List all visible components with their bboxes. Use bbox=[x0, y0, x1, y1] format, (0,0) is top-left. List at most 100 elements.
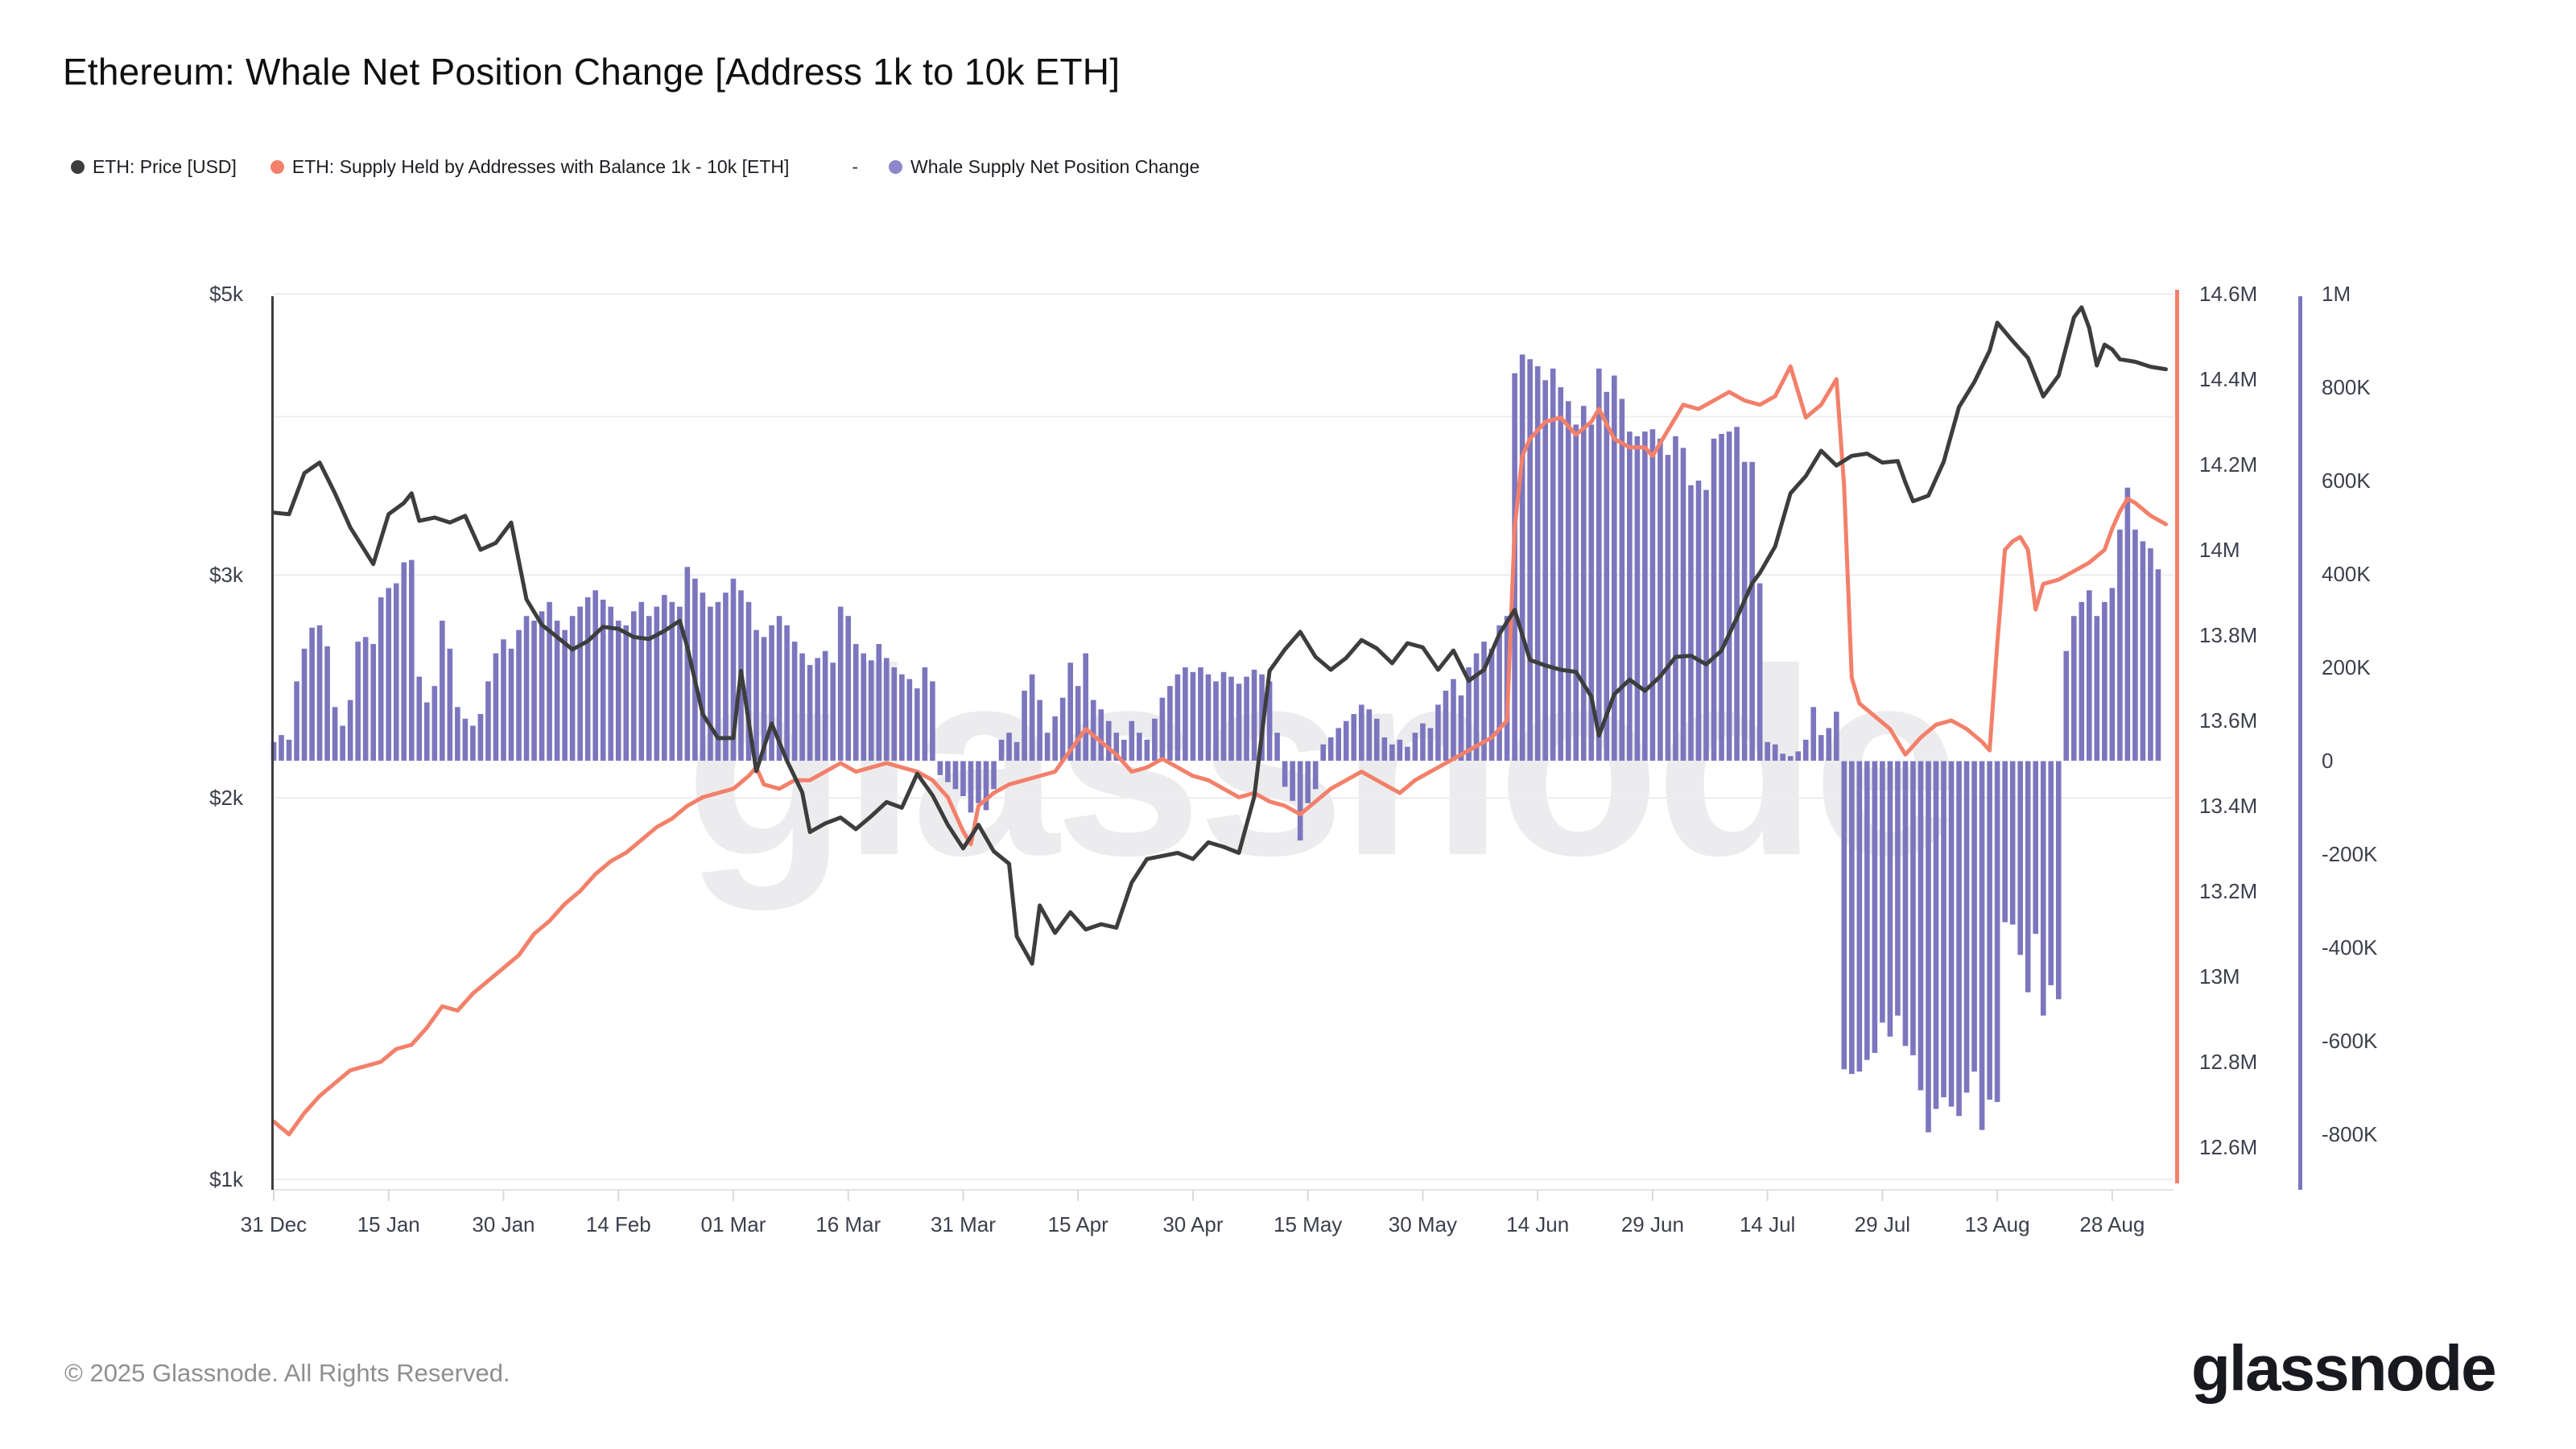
net-position-bar bbox=[669, 601, 675, 761]
net-position-bar bbox=[1420, 723, 1426, 761]
net-position-bar bbox=[1565, 401, 1571, 761]
net-position-bar bbox=[362, 637, 369, 761]
supply-axis-tick-label: 12.6M bbox=[2199, 1135, 2258, 1159]
net-position-bar bbox=[316, 625, 323, 761]
net-position-bar bbox=[1244, 676, 1249, 761]
page-title: Ethereum: Whale Net Position Change [Add… bbox=[63, 51, 1121, 93]
net-position-bar bbox=[516, 630, 522, 761]
x-axis-tick-label: 14 Feb bbox=[585, 1212, 651, 1236]
net-position-bar bbox=[1772, 744, 1778, 761]
net-position-bar bbox=[708, 606, 713, 761]
supply-axis-tick-label: 13.6M bbox=[2199, 708, 2258, 733]
legend-label-price: ETH: Price [USD] bbox=[93, 156, 237, 177]
net-position-bar bbox=[745, 601, 752, 761]
x-axis-tick-label: 30 Apr bbox=[1162, 1212, 1224, 1236]
net-position-bar bbox=[861, 653, 867, 761]
net-position-bar bbox=[662, 595, 667, 761]
net-position-bar bbox=[1198, 667, 1203, 761]
net-position-bar bbox=[1604, 391, 1610, 761]
net-position-bar bbox=[447, 648, 453, 761]
net-position-bar bbox=[378, 597, 384, 761]
net-position-bar bbox=[1290, 761, 1295, 801]
net-position-bar bbox=[324, 646, 330, 761]
net-position-bar bbox=[1802, 739, 1809, 761]
net-position-bar bbox=[1703, 489, 1709, 761]
net-position-bar bbox=[983, 761, 989, 811]
net-position-legend-dot-icon bbox=[889, 160, 903, 174]
price-axis-tick-label: $2k bbox=[209, 786, 243, 811]
net-position-bar bbox=[340, 725, 345, 761]
supply-legend-dot-icon bbox=[270, 160, 284, 174]
net-axis-tick-label: 200K bbox=[2322, 655, 2371, 679]
net-position-bar bbox=[769, 625, 774, 761]
net-position-bar bbox=[868, 660, 874, 761]
net-position-bar bbox=[1412, 733, 1418, 761]
legend-item-supply[interactable]: ETH: Supply Held by Addresses with Balan… bbox=[270, 156, 789, 178]
net-position-bar bbox=[2155, 569, 2161, 761]
net-position-bar bbox=[577, 606, 583, 761]
net-position-bar bbox=[1902, 761, 1909, 1046]
x-axis-tick-label: 01 Mar bbox=[700, 1212, 766, 1236]
legend-item-net-position[interactable]: Whale Supply Net Position Change bbox=[889, 156, 1199, 178]
supply-axis-tick-label: 14M bbox=[2199, 538, 2240, 562]
net-position-bar bbox=[608, 606, 614, 761]
net-position-bar bbox=[899, 674, 905, 761]
net-position-bar bbox=[891, 667, 898, 761]
net-position-bar bbox=[1251, 669, 1257, 761]
net-position-bar bbox=[1029, 674, 1035, 761]
x-axis-tick-label: 14 Jun bbox=[1506, 1212, 1570, 1236]
net-position-bar bbox=[1695, 481, 1702, 761]
net-position-bar bbox=[945, 761, 951, 782]
net-position-bar bbox=[1841, 761, 1847, 1070]
net-position-bar bbox=[1205, 674, 1212, 761]
net-position-bar bbox=[1849, 761, 1855, 1075]
legend-item-price[interactable]: ETH: Price [USD] bbox=[71, 156, 237, 178]
net-position-bar bbox=[1757, 583, 1763, 761]
net-position-bar bbox=[1612, 375, 1617, 761]
net-position-bar bbox=[547, 601, 552, 761]
net-position-bar bbox=[370, 644, 377, 761]
x-axis-tick-label: 30 Jan bbox=[472, 1212, 535, 1236]
net-position-bar bbox=[1083, 653, 1089, 761]
net-position-bar bbox=[2033, 761, 2039, 935]
net-position-bar bbox=[730, 578, 737, 761]
net-position-bar bbox=[1941, 761, 1946, 1098]
net-position-bar bbox=[1987, 761, 1992, 1100]
net-position-bar bbox=[355, 642, 361, 761]
net-position-bar bbox=[592, 590, 598, 761]
net-position-bar bbox=[2140, 541, 2146, 761]
net-axis-tick-label: 600K bbox=[2322, 469, 2371, 493]
net-axis-tick-label: 1M bbox=[2322, 282, 2351, 306]
net-position-bar bbox=[1067, 663, 1073, 761]
net-axis-tick-label: -800K bbox=[2322, 1122, 2378, 1146]
net-position-bar bbox=[1619, 398, 1625, 761]
net-position-bar bbox=[1649, 429, 1656, 761]
net-position-bar bbox=[1880, 761, 1885, 1023]
net-position-bar bbox=[1627, 431, 1633, 761]
x-axis-tick-label: 31 Mar bbox=[930, 1212, 996, 1236]
net-position-bar bbox=[1496, 625, 1502, 761]
net-position-bar bbox=[930, 681, 935, 761]
net-position-bar bbox=[684, 567, 691, 761]
net-position-bar bbox=[1358, 704, 1364, 761]
net-position-bar bbox=[1236, 683, 1242, 761]
net-position-bar bbox=[1719, 434, 1724, 761]
net-position-bar bbox=[1144, 739, 1150, 761]
net-position-bar bbox=[715, 601, 721, 761]
net-position-bar bbox=[2017, 761, 2023, 956]
net-position-bar bbox=[2025, 761, 2031, 993]
net-position-bar bbox=[1374, 718, 1380, 761]
net-position-bar bbox=[584, 597, 591, 761]
net-position-bar bbox=[700, 592, 706, 761]
net-position-bar bbox=[1351, 714, 1357, 761]
net-position-bar bbox=[1826, 728, 1832, 761]
x-axis-tick-label: 30 May bbox=[1388, 1212, 1458, 1236]
net-position-bar bbox=[1098, 709, 1104, 761]
net-position-bar bbox=[1926, 761, 1931, 1133]
price-axis-tick-label: $5k bbox=[209, 282, 243, 307]
net-position-bar bbox=[1174, 674, 1181, 761]
net-position-bar bbox=[1818, 735, 1824, 761]
net-position-bar bbox=[1113, 733, 1120, 761]
net-position-bar bbox=[845, 616, 852, 761]
